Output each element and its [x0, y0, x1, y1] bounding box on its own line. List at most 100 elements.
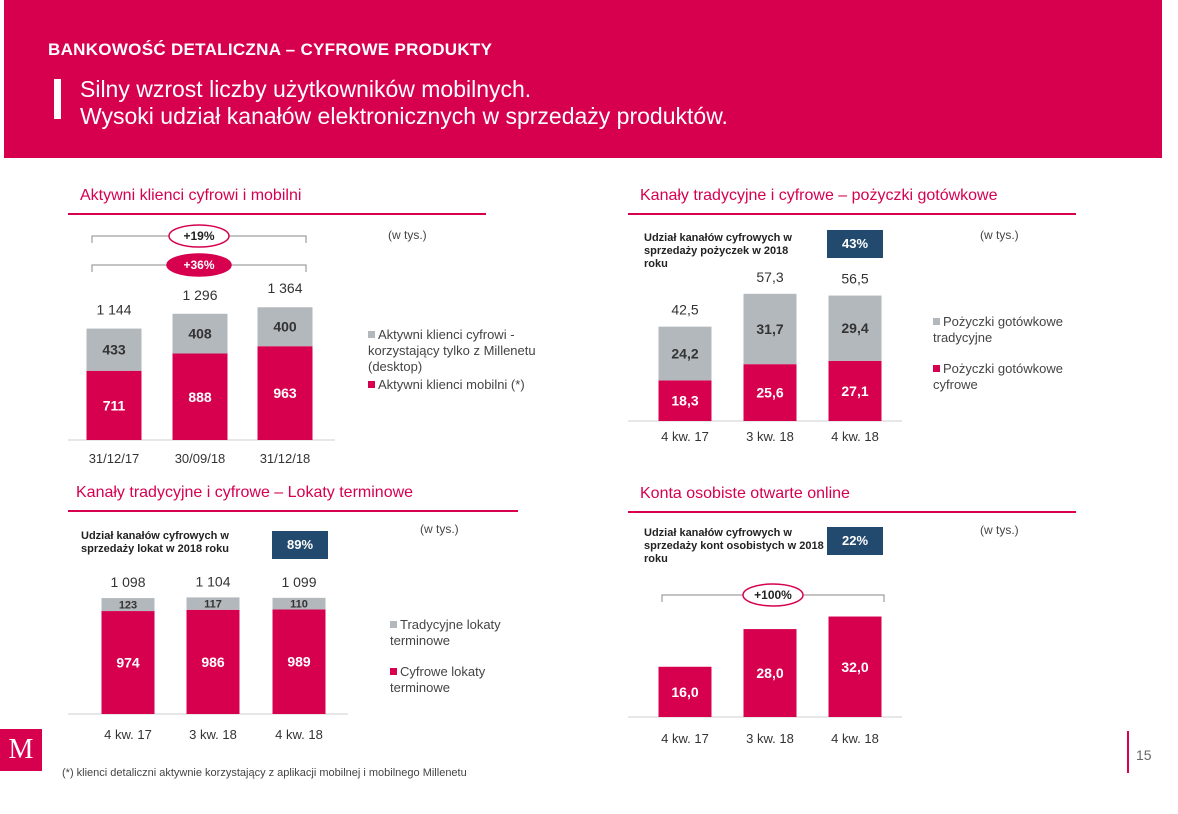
chart2-bar-3-secondary	[828, 295, 882, 361]
chart4-value-label-3-primary: 32,0	[841, 659, 868, 675]
chart1-growth-label-2: +36%	[183, 258, 214, 272]
chart3-bar-2-primary	[186, 609, 240, 714]
chart1-value-label-1-secondary: 433	[102, 342, 126, 358]
chart3-title-rule	[68, 510, 518, 512]
chart2-total-label-1: 42,5	[671, 302, 698, 318]
chart4-bar-3-primary	[828, 616, 882, 717]
chart2-title-rule	[628, 213, 1076, 215]
chart2-legend-grey-label: Pożyczki gotówkowe tradycyjne	[933, 314, 1063, 345]
chart1-category-label-2: 30/09/18	[175, 451, 226, 466]
chart4-bar-1-primary	[658, 666, 712, 717]
chart2-title: Kanały tradycyjne i cyfrowe – pożyczki g…	[640, 187, 998, 204]
millennium-logo: M	[0, 729, 42, 771]
chart3-total-label-2: 1 104	[195, 573, 230, 589]
chart1-growth-badge-2	[166, 253, 232, 277]
chart1-category-label-1: 31/12/17	[89, 451, 140, 466]
chart1-legend-red: Aktywni klienci mobilni (*)	[368, 377, 553, 393]
chart4-category-label-2: 3 kw. 18	[746, 731, 794, 746]
legend-swatch-grey	[368, 331, 375, 338]
chart3-unit: (w tys.)	[420, 522, 459, 536]
legend-swatch-grey	[933, 318, 940, 325]
subtitle-line-2: Wysoki udział kanałów elektronicznych w …	[80, 103, 728, 129]
chart1-category-label-3: 31/12/18	[260, 451, 311, 466]
subtitle-line-1: Silny wzrost liczby użytkowników mobilny…	[80, 76, 532, 102]
chart3-legend-red-label: Cyfrowe lokaty terminowe	[390, 664, 486, 695]
chart3-legend-grey: Tradycyjne lokaty terminowe	[390, 617, 530, 649]
chart2-value-label-2-secondary: 31,7	[756, 321, 783, 337]
chart2-category-label-3: 4 kw. 18	[831, 429, 879, 444]
chart3-value-label-3-primary: 989	[287, 654, 311, 670]
chart3-legend-grey-label: Tradycyjne lokaty terminowe	[390, 617, 501, 648]
chart4-bar-2-primary	[743, 629, 797, 717]
chart2-legend-red-label: Pożyczki gotówkowe cyfrowe	[933, 361, 1063, 392]
chart2-bar-1-primary	[658, 380, 712, 421]
chart1-bar-1-primary	[86, 370, 142, 440]
chart4-value-label-2-primary: 28,0	[756, 665, 783, 681]
chart1-growth-badge-1	[168, 224, 230, 248]
chart1-bar-2-primary	[172, 353, 228, 440]
chart3-category-label-3: 4 kw. 18	[275, 727, 323, 742]
legend-swatch-red	[933, 365, 940, 372]
chart1-value-label-3-primary: 963	[273, 385, 297, 401]
chart1-value-label-3-secondary: 400	[273, 319, 297, 335]
chart2-bar-2-primary	[743, 364, 797, 421]
chart2-value-label-2-primary: 25,6	[756, 385, 783, 401]
chart3-total-label-3: 1 099	[281, 574, 316, 590]
chart2-bar-2-secondary	[743, 293, 797, 365]
chart4-growth-badge-1	[742, 583, 804, 607]
chart1-legend-grey-label: Aktywni klienci cyfrowi - korzystający t…	[368, 327, 536, 374]
chart2-value-label-3-primary: 27,1	[841, 383, 868, 399]
chart3-title: Kanały tradycyjne i cyfrowe – Lokaty ter…	[76, 484, 414, 501]
chart2-legend-red: Pożyczki gotówkowe cyfrowe	[933, 361, 1093, 393]
chart3-bar-1-secondary	[101, 598, 155, 612]
chart2-share-label: Udział kanałów cyfrowych w sprzedaży poż…	[644, 232, 792, 270]
chart3-bar-3-secondary	[272, 597, 326, 610]
page-title: BANKOWOŚĆ DETALICZNA – CYFROWE PRODUKTY	[48, 40, 493, 59]
chart3-value-label-3-secondary: 110	[290, 599, 308, 611]
chart2-bar-1-secondary	[658, 326, 712, 381]
chart2-category-label-1: 4 kw. 17	[661, 429, 709, 444]
chart3-value-label-2-secondary: 117	[204, 599, 222, 611]
chart1-title-rule	[68, 213, 486, 215]
chart1-bar-1-secondary	[86, 328, 142, 371]
chart3-value-label-1-primary: 974	[116, 655, 140, 671]
chart4-share-label: Udział kanałów cyfrowych w sprzedaży kon…	[644, 527, 824, 565]
chart1-bar-2-secondary	[172, 313, 228, 354]
legend-swatch-grey	[390, 621, 397, 628]
chart2-share-badge: 43%	[827, 230, 883, 258]
chart1-total-label-1: 1 144	[96, 302, 131, 318]
chart1-title: Aktywni klienci cyfrowi i mobilni	[80, 187, 302, 204]
chart2-total-label-3: 56,5	[841, 271, 868, 287]
chart4-category-label-3: 4 kw. 18	[831, 731, 879, 746]
chart2-total-label-2: 57,3	[756, 269, 783, 285]
chart1-growth-label-1: +19%	[183, 229, 214, 243]
legend-swatch-red	[390, 668, 397, 675]
chart2-value-label-1-primary: 18,3	[671, 393, 698, 409]
chart2-value-label-1-secondary: 24,2	[671, 346, 698, 362]
chart1-legend-red-label: Aktywni klienci mobilni (*)	[378, 377, 525, 392]
chart2-unit: (w tys.)	[980, 228, 1019, 242]
chart3-legend-red: Cyfrowe lokaty terminowe	[390, 664, 530, 696]
chart4-growth-label-1: +100%	[754, 588, 792, 602]
chart4-unit: (w tys.)	[980, 523, 1019, 537]
chart3-bar-1-primary	[101, 611, 155, 714]
chart1-legend-grey: Aktywni klienci cyfrowi - korzystający t…	[368, 327, 553, 375]
chart4-title: Konta osobiste otwarte online	[640, 485, 850, 502]
chart3-value-label-2-primary: 986	[201, 654, 225, 670]
chart3-value-label-1-secondary: 123	[119, 600, 137, 612]
chart2-category-label-2: 3 kw. 18	[746, 429, 794, 444]
chart3-share-badge: 89%	[272, 531, 328, 559]
chart1-total-label-3: 1 364	[267, 280, 302, 296]
chart1-unit: (w tys.)	[388, 228, 427, 242]
chart3-bar-2-secondary	[186, 597, 240, 610]
chart1-value-label-1-primary: 711	[103, 397, 126, 413]
chart1-bar-3-secondary	[257, 307, 313, 347]
chart4-title-rule	[628, 511, 1076, 513]
subtitle-accent-bar	[54, 79, 61, 119]
page-number: 15	[1136, 747, 1152, 763]
chart1-value-label-2-primary: 888	[188, 389, 212, 405]
chart3-category-label-1: 4 kw. 17	[104, 727, 152, 742]
chart2-value-label-3-secondary: 29,4	[841, 320, 868, 336]
chart2-bar-3-primary	[828, 360, 882, 421]
page-number-rule	[1127, 731, 1129, 773]
